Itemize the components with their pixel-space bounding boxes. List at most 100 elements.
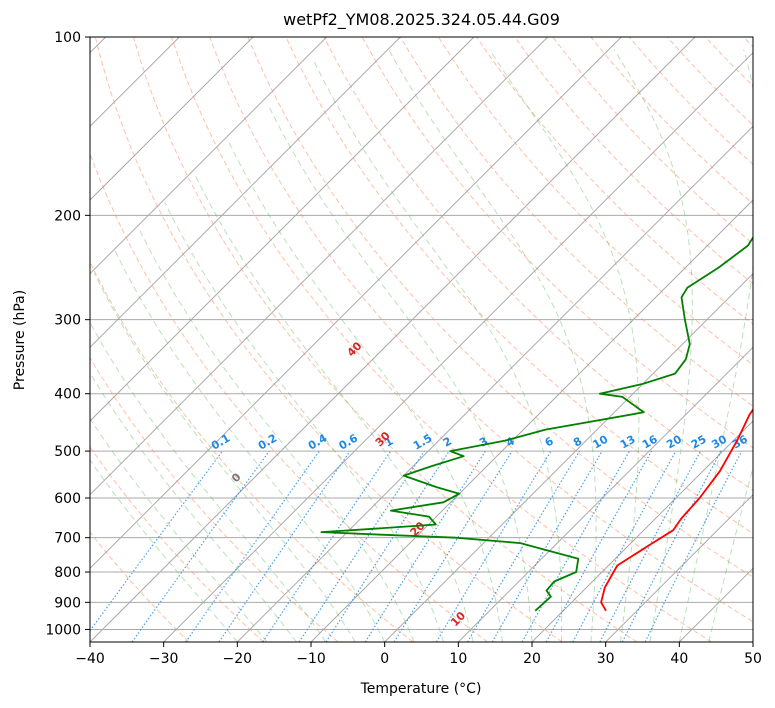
series-layer [320, 235, 753, 612]
mixing-ratio-label: 8 [571, 435, 584, 450]
moist-adiabat-line [90, 372, 297, 642]
mixing-ratio-label: 16 [640, 432, 660, 451]
background-lines: 0.1 0.2 0.4 0.6 1 1.5 2 3 4 6 8 10 13 16 20 25 30 3601020… [90, 37, 753, 642]
moist-adiabat-line [613, 49, 693, 642]
dry-adiabat-line [90, 152, 488, 642]
mixing-ratio-label: 13 [618, 433, 638, 452]
moist-adiabat-line [227, 141, 503, 642]
x-tick-label: −30 [149, 651, 179, 667]
mixing-ratio-label: 10 [591, 432, 611, 451]
chart-title: wetPf2_YM08.2025.324.05.44.G09 [283, 10, 560, 29]
isotherm-line [90, 37, 401, 349]
isotherm-line [90, 37, 622, 570]
isotherm-line [90, 37, 549, 496]
moist-adiabat-line [678, 49, 753, 642]
dry-adiabat-line [514, 37, 753, 285]
x-tick-label: −10 [296, 651, 326, 667]
plot-frame [89, 36, 754, 643]
mixing-ratio-label: 0.1 [209, 432, 232, 453]
y-tick-label: 400 [54, 387, 81, 403]
mixing-ratio-line [218, 450, 351, 642]
isotherm-line [678, 567, 753, 642]
mixing-ratio-line [572, 450, 677, 642]
x-tick-label: 0 [380, 651, 389, 667]
dry-adiabat-line [361, 37, 753, 449]
moist-adiabat-line [388, 49, 597, 642]
mixing-ratio-label: 30 [709, 432, 729, 451]
dry-adiabat-line [399, 37, 753, 407]
dry-adiabat-line [323, 37, 753, 491]
moist-adiabat-line [90, 321, 327, 642]
isotherm-line [605, 493, 753, 642]
dry-adiabat-line [704, 37, 753, 87]
moist-adiabat-line [90, 459, 238, 642]
y-tick-label: 500 [54, 444, 81, 460]
mixing-ratio-line [621, 450, 722, 642]
dry-adiabat-line [285, 37, 753, 535]
mixing-ratio-line [325, 450, 450, 642]
dewpoint-series-line [320, 235, 753, 612]
isotherm-line [384, 272, 753, 642]
mixing-ratio-line [644, 450, 743, 642]
isotherm-line [90, 37, 254, 201]
moist-adiabat-line [708, 465, 753, 642]
mixing-ratio-label: 3 [477, 435, 490, 450]
dry-adiabat-line [590, 37, 753, 205]
dry-adiabat-line [90, 446, 264, 642]
tick-layer: −40 −30 −20 −10 0 10 20 30 40 5010020030040050060… [45, 30, 762, 667]
moist-adiabat-line [267, 104, 533, 642]
mixing-ratio-label: 6 [543, 434, 556, 449]
x-tick-label: 20 [523, 651, 541, 667]
moist-adiabat-line [114, 251, 386, 642]
y-tick-label: 900 [54, 595, 81, 611]
dry-adiabat-line [132, 37, 638, 642]
mixing-ratio-label: 0.4 [306, 431, 330, 452]
mixing-ratio-line [298, 450, 425, 642]
mixing-ratio-line [131, 450, 270, 642]
moist-adiabat-line [138, 227, 415, 642]
dry-adiabat-line [666, 37, 753, 126]
mixing-ratio-line [393, 450, 513, 642]
isotherm-line [752, 641, 753, 642]
x-axis-label: Temperature (°C) [360, 681, 482, 697]
dry-adiabat-line [209, 37, 753, 623]
mixing-ratio-label: 1.5 [411, 432, 434, 453]
y-tick-label: 1000 [45, 622, 81, 638]
isotherm-line [310, 199, 753, 642]
mixing-ratio-label: 2 [441, 435, 454, 450]
x-tick-label: −20 [223, 651, 253, 667]
y-tick-label: 700 [54, 531, 81, 547]
moist-adiabat-line [164, 201, 445, 642]
mixing-ratio-line [185, 450, 320, 642]
moist-adiabat-line [489, 49, 640, 642]
mixing-ratio-line [262, 450, 392, 642]
mixing-ratio-line [435, 450, 552, 642]
dry-adiabat-line [90, 260, 414, 642]
mixing-ratio-line [545, 450, 653, 642]
dry-adiabat-line [90, 531, 190, 642]
dry-adiabat-line [94, 37, 563, 642]
temperature-series-line [600, 407, 753, 612]
isotherm-line [90, 37, 328, 275]
y-tick-label: 800 [54, 565, 81, 581]
x-tick-label: 50 [744, 651, 762, 667]
isotherm-line [236, 125, 753, 642]
mixing-ratio-line [599, 450, 702, 642]
mixing-ratio-line [466, 450, 580, 642]
x-tick-label: 10 [449, 651, 467, 667]
isotherm-line [457, 346, 753, 642]
mixing-ratio-label: 25 [689, 433, 709, 452]
y-axis-label: Pressure (hPa) [12, 290, 28, 390]
dry-adiabat-line [552, 37, 753, 245]
y-tick-label: 200 [54, 208, 81, 224]
x-tick-label: 30 [597, 651, 615, 667]
x-tick-label: 40 [670, 651, 688, 667]
mixing-ratio-line [364, 450, 486, 642]
dry-adiabat-line [247, 37, 753, 578]
moist-adiabat-line [313, 61, 563, 642]
y-tick-label: 600 [54, 491, 81, 507]
x-tick-label: −40 [75, 651, 105, 667]
moist-adiabat-line [193, 173, 474, 642]
dry-adiabat-line [171, 37, 712, 642]
